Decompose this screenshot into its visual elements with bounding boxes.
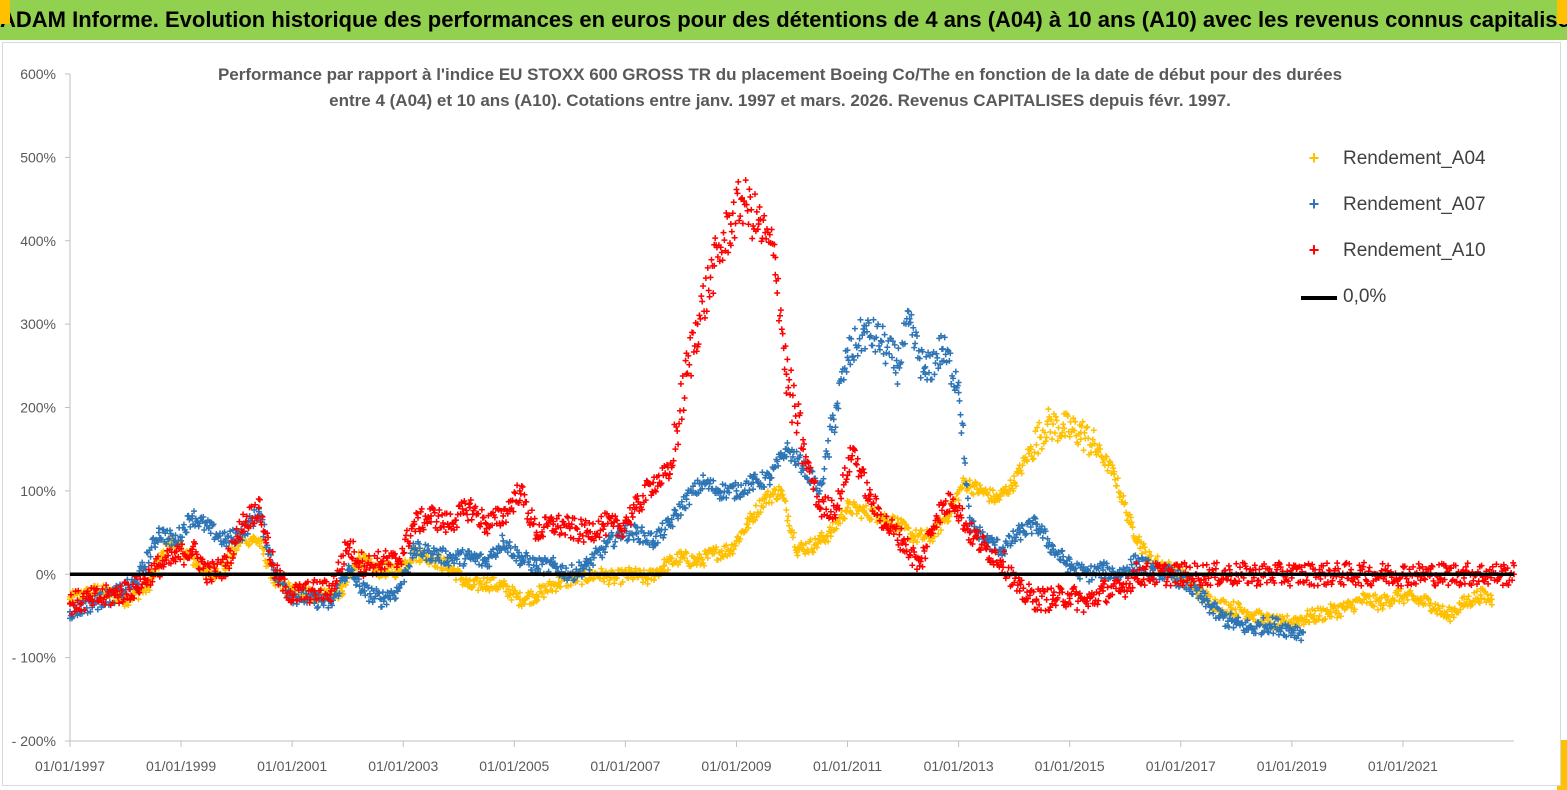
series-cloud-a04	[67, 406, 1495, 633]
legend-marker-a04: +	[1308, 148, 1320, 168]
legend-label-zero: 0,0%	[1343, 286, 1387, 307]
x-tick-label: 01/01/2021	[1368, 758, 1438, 774]
x-tick-label: 01/01/2017	[1146, 758, 1216, 774]
x-tick-label: 01/01/2001	[257, 758, 327, 774]
y-tick-label: - 100%	[12, 650, 56, 666]
data-point-a04	[1061, 425, 1068, 432]
chart-title-line-2: entre 4 (A04) et 10 ans (A10). Cotations…	[329, 91, 1231, 110]
data-point-a04	[844, 504, 851, 511]
title-banner	[0, 0, 1567, 42]
x-tick-label: 01/01/1997	[35, 758, 105, 774]
data-point-a10	[950, 496, 957, 503]
y-tick-label: 200%	[20, 400, 56, 416]
data-point-a10	[222, 562, 229, 569]
data-point-a10	[683, 371, 690, 378]
chart-legend: + Rendement_A04 + Rendement_A07 + Rendem…	[1283, 140, 1513, 326]
y-tick-label: 100%	[20, 483, 56, 499]
y-tick-label: 0%	[36, 566, 56, 582]
x-tick-label: 01/01/2013	[924, 758, 994, 774]
legend-label-a07: Rendement_A07	[1343, 194, 1486, 215]
frame-corner-bottom-right	[1557, 740, 1567, 790]
data-point-a10	[328, 587, 335, 594]
banner-corner-left	[0, 0, 10, 24]
x-tick-label: 01/01/2007	[590, 758, 660, 774]
chart-title: Performance par rapport à l'indice EU ST…	[150, 62, 1410, 114]
legend-marker-a07: +	[1308, 194, 1320, 214]
data-point-a10	[255, 504, 262, 511]
data-point-a10	[916, 562, 923, 569]
legend-marker-a10: +	[1308, 240, 1320, 260]
banner-title: ADAM Informe. Evolution historique des p…	[0, 7, 1567, 32]
y-tick-label: 400%	[20, 233, 56, 249]
chart-title-line-1: Performance par rapport à l'indice EU ST…	[217, 65, 1343, 84]
y-tick-label: - 200%	[12, 733, 56, 749]
legend-label-a04: Rendement_A04	[1343, 148, 1486, 169]
x-tick-label: 01/01/2005	[479, 758, 549, 774]
legend-label-a10: Rendement_A10	[1343, 240, 1486, 261]
data-point-a10	[516, 487, 523, 494]
data-point-a07	[733, 487, 740, 494]
y-tick-label: 600%	[20, 66, 56, 82]
series-a04	[67, 406, 1495, 633]
data-point-a04	[483, 579, 490, 586]
data-point-a10	[783, 371, 790, 378]
series-cloud-a10	[67, 177, 1517, 617]
data-point-a07	[844, 354, 851, 361]
x-tick-label: 01/01/2009	[701, 758, 771, 774]
data-point-a04	[355, 554, 362, 561]
data-point-a07	[955, 379, 962, 386]
legend-line-zero	[1301, 296, 1337, 300]
data-point-a07	[500, 537, 507, 544]
x-tick-label: 01/01/2003	[368, 758, 438, 774]
x-tick-label: 01/01/2015	[1035, 758, 1105, 774]
x-tick-label: 01/01/2019	[1257, 758, 1327, 774]
data-point-a04	[1477, 592, 1484, 599]
x-tick-label: 01/01/2011	[813, 758, 882, 774]
y-tick-label: 300%	[20, 316, 56, 332]
banner-corner-right	[1557, 0, 1567, 24]
y-tick-label: 500%	[20, 149, 56, 165]
x-tick-label: 01/01/1999	[146, 758, 216, 774]
data-point-a10	[500, 512, 507, 519]
